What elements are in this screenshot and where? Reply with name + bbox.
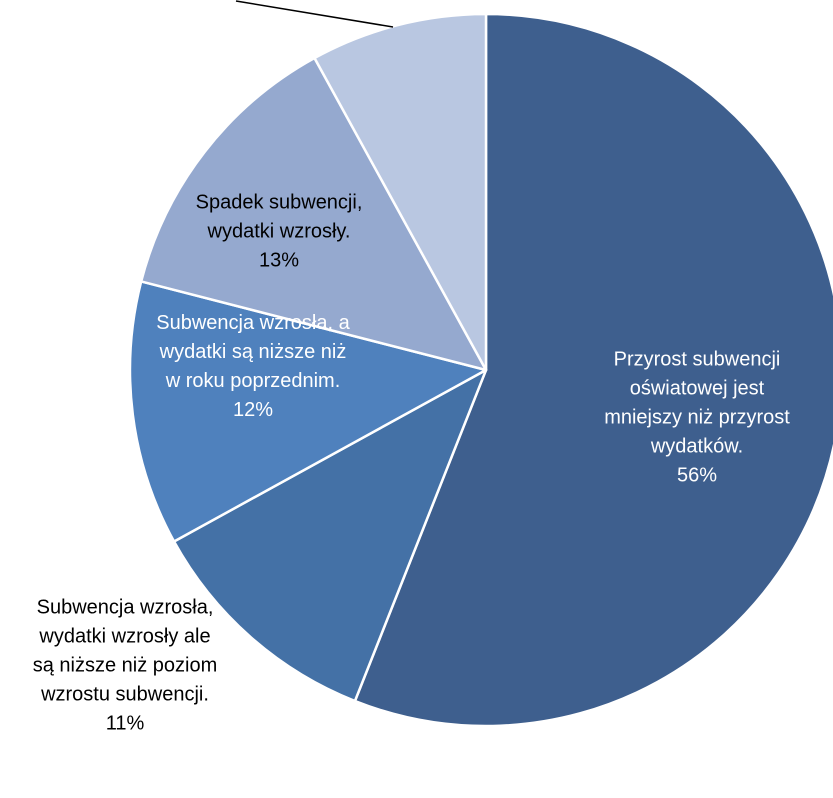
- pie-slice-3: [139, 56, 488, 372]
- slice-value-label: 12%: [233, 399, 273, 421]
- slice-labels: Przyrost subwencji oświatowej jest mniejsz…: [33, 191, 791, 734]
- leader-line: [235, 0, 394, 28]
- pie-slice-1: [172, 368, 488, 703]
- slice-label-line: Subwencja wzrosła, a: [156, 312, 350, 334]
- slice-label-line: wydatki wzrosły.: [207, 220, 351, 242]
- slice-label-2: Subwencja wzrosła, a wydatki są niższe ni…: [156, 312, 350, 421]
- slice-label-line: wydatki wzrosły ale: [38, 625, 210, 647]
- slice-label-1: Subwencja wzrosła, wydatki wzrosły ale są …: [33, 596, 218, 734]
- pie-slice-2: [128, 280, 488, 543]
- slice-label-line: oświatowej jest: [630, 377, 765, 399]
- slice-value-label: 56%: [677, 464, 717, 486]
- pie-slices: [128, 12, 833, 728]
- slice-label-line: wydatki są niższe niż: [159, 341, 347, 363]
- slice-value-label: 11%: [106, 712, 145, 734]
- slice-label-line: mniejszy niż przyrost: [604, 406, 790, 428]
- slice-label-line: wzrostu subwencji.: [40, 683, 209, 705]
- slice-label-line: Przyrost subwencji: [614, 348, 781, 370]
- slice-label-0: Przyrost subwencji oświatowej jest mniejsz…: [604, 348, 790, 486]
- slice-label-line: w roku poprzednim.: [165, 370, 341, 392]
- slice-label-line: Subwencja wzrosła,: [37, 596, 214, 618]
- pie-slice-0: [353, 12, 833, 728]
- pie-slice-4: [313, 12, 488, 372]
- slice-label-line: są niższe niż poziom: [33, 654, 218, 676]
- slice-label-3: Spadek subwencji, wydatki wzrosły. 13%: [196, 191, 363, 271]
- slice-label-line: Spadek subwencji,: [196, 191, 363, 213]
- slice-value-label: 13%: [259, 249, 299, 271]
- slice-label-line: wydatków.: [650, 435, 743, 457]
